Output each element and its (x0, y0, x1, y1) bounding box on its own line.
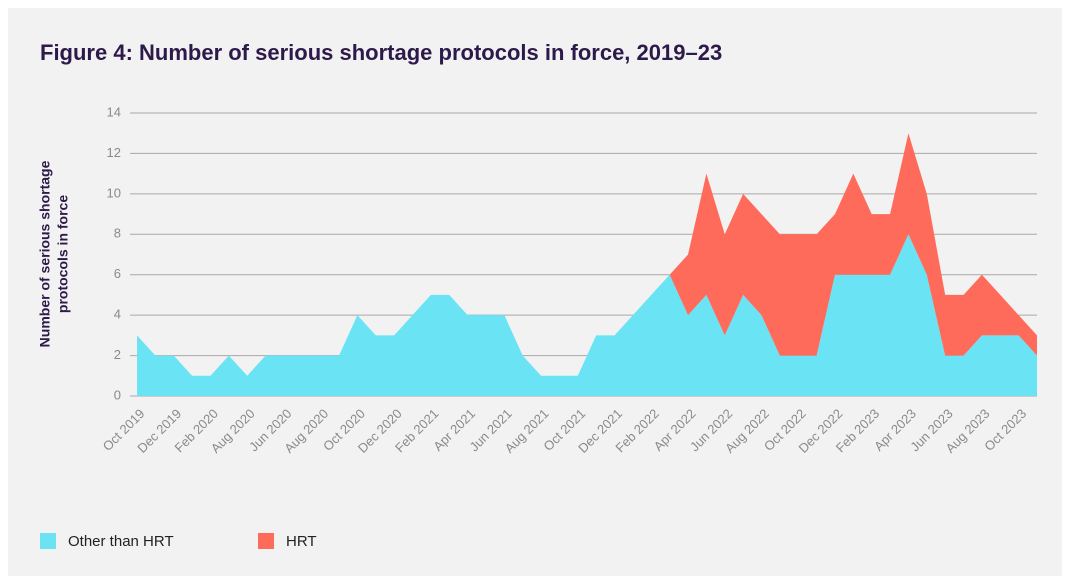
legend-swatch (258, 533, 274, 549)
y-axis-label: Number of serious shortage protocols in … (37, 160, 71, 347)
legend-swatch (40, 533, 56, 549)
y-tick-label: 6 (114, 266, 121, 281)
y-tick-label: 8 (114, 226, 121, 241)
y-axis-label-line: Number of serious shortage (37, 160, 53, 347)
legend-label: Other than HRT (68, 533, 174, 550)
y-tick-label: 12 (107, 145, 121, 160)
y-tick-label: 2 (114, 347, 121, 362)
chart-title: Figure 4: Number of serious shortage pro… (40, 40, 722, 65)
y-tick-label: 14 (107, 104, 121, 119)
area (137, 133, 1037, 376)
y-axis-label-line: protocols in force (55, 195, 71, 313)
y-tick-label: 0 (114, 387, 121, 402)
legend-label: HRT (286, 533, 317, 550)
y-tick-label: 10 (107, 185, 121, 200)
y-tick-label: 4 (114, 307, 121, 322)
